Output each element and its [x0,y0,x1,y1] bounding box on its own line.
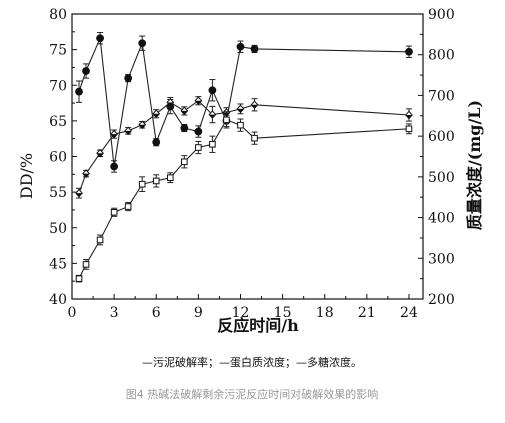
y-left-tick-label: 60 [49,150,67,166]
data-point-fill [96,153,104,157]
data-point-fill [124,130,132,135]
x-tick-label: 18 [316,305,334,321]
series-2 [75,96,413,199]
y-left-tick-label: 40 [49,292,67,308]
data-point [152,138,161,147]
data-point [110,208,118,216]
y-right-tick-label: 500 [428,170,455,186]
data-point [223,116,230,124]
y-right-tick-label: 400 [428,211,455,227]
x-tick-label: 21 [358,305,376,321]
series-1 [75,32,413,173]
data-point-fill [82,173,90,178]
data-point-fill [209,114,216,119]
x-tick-label: 12 [232,305,250,321]
y-right-tick-label: 600 [428,129,455,145]
data-point [124,203,132,210]
data-point [251,134,258,142]
data-point [75,275,83,282]
data-point [195,144,202,151]
series-1-line [78,36,410,167]
y-left-tick-label: 70 [49,78,67,94]
data-point [138,180,146,188]
y-left-tick-label: 75 [49,43,67,59]
y-right-tick-label: 700 [428,88,455,104]
data-point [405,125,413,133]
data-point [250,45,259,53]
y-axis-right-label: 质量浓度/(mg/L) [465,100,484,230]
y-left-tick-label: 55 [49,185,67,201]
data-point [166,174,174,181]
data-point [82,261,90,268]
data-point [181,158,188,166]
x-tick-label: 24 [400,305,418,321]
data-point-fill [251,104,258,109]
data-point-fill [181,110,188,115]
series-3 [75,111,413,283]
data-point [208,86,217,95]
data-point [194,127,203,136]
data-point [75,87,83,96]
data-point [138,39,147,48]
data-point [180,124,189,132]
series-3-line [78,119,410,279]
data-point-fill [139,124,146,129]
data-point [96,34,104,43]
x-tick-label: 0 [68,305,77,321]
y-right-tick-label: 300 [428,251,455,267]
data-point-fill [167,102,174,106]
data-point-fill [237,108,244,113]
x-tick-label: 15 [274,305,292,321]
data-point [209,140,216,148]
data-point [237,121,244,129]
data-point-fill [75,193,83,197]
y-left-tick-label: 45 [49,256,67,272]
y-left-tick-label: 50 [49,221,67,237]
data-point-fill [405,114,413,119]
y-axis-left-label: DD/% [17,153,36,199]
plot-frame [71,13,424,300]
y-left-tick-label: 80 [49,7,67,23]
data-point [152,177,160,185]
x-tick-label: 9 [194,305,203,321]
data-point-fill [153,113,160,118]
data-point-fill [110,134,118,138]
y-right-tick-label: 900 [428,7,455,23]
y-right-tick-label: 200 [428,292,455,308]
legend: —污泥破解率；—蛋白质浓度；—多糖浓度。 [142,355,362,369]
x-tick-label: 3 [110,305,119,321]
x-tick-label: 6 [152,305,161,321]
data-point [96,236,104,244]
y-left-tick-label: 65 [49,114,67,130]
figure-caption: 图4 热碱法破解剩余污泥反应时间对破解效果的影响 [126,387,379,401]
x-axis-label: 反应时间/h [217,316,299,335]
data-point-fill [195,100,202,105]
data-point [405,47,413,56]
y-right-tick-label: 800 [428,48,455,64]
data-point [124,74,133,83]
series-2-line [78,99,410,194]
data-point [236,42,245,51]
data-point [82,67,90,75]
data-point [110,162,119,171]
